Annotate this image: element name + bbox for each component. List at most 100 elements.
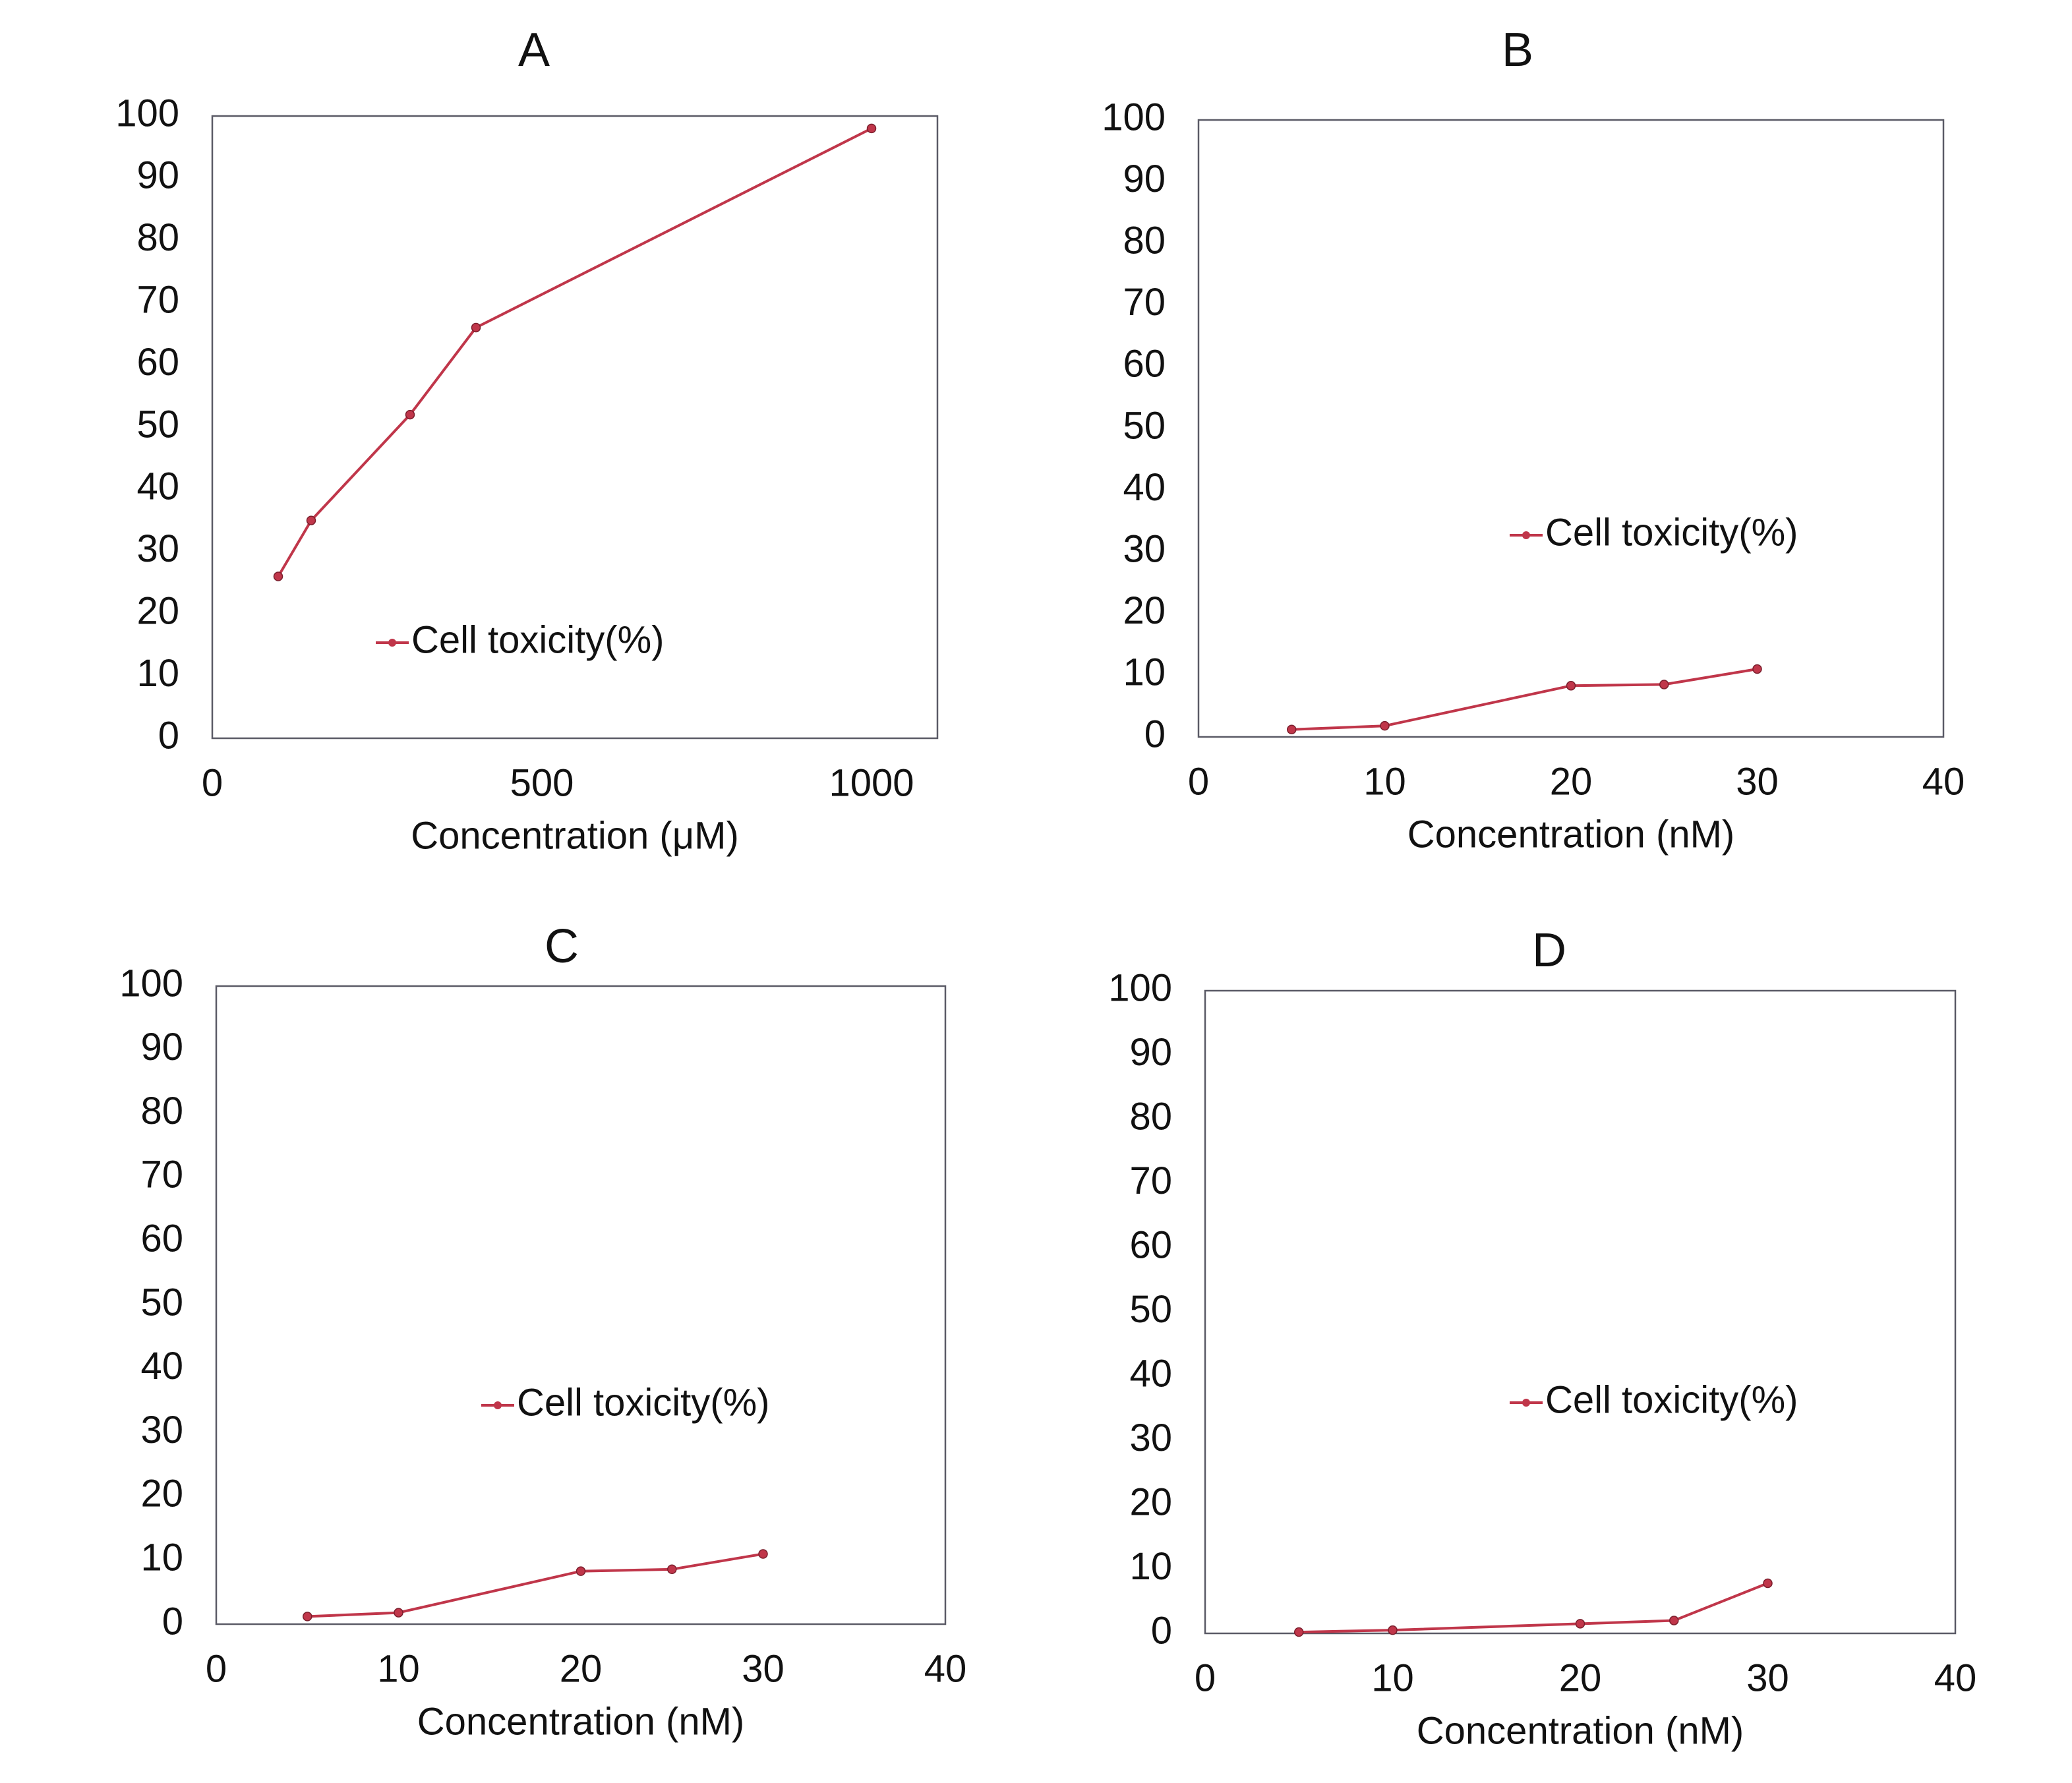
data-points (1294, 1578, 1773, 1637)
data-point (667, 1564, 677, 1575)
legend: Cell toxicity(%) (481, 1381, 770, 1424)
y-tick-label: 100 (115, 92, 179, 134)
x-tick-label: 1000 (829, 762, 914, 805)
panel-b: B 0 10 20 30 40 50 60 70 80 90 100 0 10 20 30 40 Conce… (1102, 24, 1965, 856)
y-tick-label: 30 (1123, 528, 1166, 571)
legend-label: Cell toxicity(%) (1545, 1378, 1798, 1421)
legend-point-marker (388, 639, 396, 647)
y-tick-label: 20 (140, 1473, 183, 1515)
x-tick-label: 30 (1746, 1657, 1789, 1700)
legend-point-marker (1522, 1399, 1530, 1407)
panel-title: D (1532, 924, 1566, 977)
x-tick-label: 0 (202, 762, 223, 805)
panel-d: D 0 10 20 30 40 50 60 70 80 90 100 0 10 20 30 40 Conce… (1108, 924, 1976, 1753)
plot-area (1197, 119, 1945, 738)
y-tick-label: 50 (136, 403, 179, 446)
y-tick-label: 60 (140, 1217, 183, 1260)
panel-c: C 0 10 20 30 40 50 60 70 80 90 100 0 10 20 30 40 Conce… (119, 920, 966, 1743)
panel-a: A 0 10 20 30 40 50 60 70 80 90 100 0 500 1000 Concen… (115, 24, 939, 858)
x-tick-label: 40 (1922, 761, 1965, 804)
data-points (273, 123, 877, 581)
data-point (1575, 1619, 1585, 1629)
y-tick-label: 0 (158, 714, 179, 757)
panel-title: A (518, 24, 550, 76)
y-tick-label: 60 (1123, 343, 1166, 386)
y-tick-label: 10 (1123, 651, 1166, 694)
y-tick-label: 70 (140, 1154, 183, 1196)
x-tick-label: 20 (560, 1648, 603, 1691)
x-axis-ticks: 0 10 20 30 40 (1188, 761, 1965, 804)
y-tick-label: 50 (1129, 1288, 1172, 1331)
data-point (1566, 681, 1576, 691)
x-tick-label: 10 (377, 1648, 420, 1691)
y-tick-label: 70 (136, 279, 179, 322)
data-point (1388, 1625, 1398, 1635)
x-tick-label: 0 (1195, 1657, 1216, 1700)
y-tick-label: 40 (1123, 466, 1166, 509)
x-tick-label: 10 (1363, 761, 1406, 804)
y-axis-ticks: 0 10 20 30 40 50 60 70 80 90 100 (1102, 96, 1166, 755)
x-tick-label: 10 (1371, 1657, 1414, 1700)
y-tick-label: 90 (140, 1026, 183, 1068)
y-tick-label: 100 (1108, 966, 1172, 1009)
y-tick-label: 80 (1123, 219, 1166, 262)
x-axis-title: Concentration (μM) (411, 815, 739, 858)
x-tick-label: 30 (742, 1648, 784, 1691)
data-point (1294, 1627, 1304, 1637)
y-tick-label: 60 (1129, 1223, 1172, 1266)
y-tick-label: 30 (1129, 1417, 1172, 1459)
x-tick-label: 40 (1934, 1657, 1977, 1700)
x-axis-title: Concentration (nM) (1417, 1710, 1744, 1753)
data-point (758, 1549, 768, 1559)
data-point (273, 571, 283, 581)
y-axis-ticks: 0 10 20 30 40 50 60 70 80 90 100 (115, 92, 179, 757)
y-tick-label: 100 (1102, 96, 1166, 138)
data-point (866, 123, 877, 134)
y-tick-label: 40 (1129, 1352, 1172, 1395)
y-tick-label: 0 (1151, 1609, 1172, 1652)
y-tick-label: 40 (140, 1345, 183, 1388)
y-tick-label: 90 (136, 154, 179, 197)
y-tick-label: 80 (140, 1090, 183, 1132)
y-tick-label: 80 (136, 216, 179, 259)
x-axis-ticks: 0 10 20 30 40 (206, 1648, 966, 1691)
x-axis-title: Concentration (nM) (417, 1701, 744, 1743)
plot-area (215, 985, 947, 1625)
x-axis-title: Concentration (nM) (1407, 813, 1734, 856)
y-tick-label: 20 (136, 590, 179, 633)
y-axis-ticks: 0 10 20 30 40 50 60 70 80 90 100 (1108, 966, 1172, 1652)
legend-label: Cell toxicity(%) (411, 618, 665, 661)
x-tick-label: 20 (1550, 761, 1593, 804)
y-tick-label: 20 (1129, 1480, 1172, 1523)
x-axis-ticks: 0 500 1000 (202, 762, 914, 805)
data-point (303, 1612, 312, 1622)
y-tick-label: 10 (136, 652, 179, 695)
x-axis-ticks: 0 10 20 30 40 (1195, 1657, 1976, 1700)
legend-label: Cell toxicity(%) (1545, 511, 1798, 554)
y-tick-label: 10 (1129, 1545, 1172, 1588)
x-tick-label: 0 (1188, 761, 1209, 804)
data-points (1287, 664, 1762, 735)
y-tick-label: 10 (140, 1536, 183, 1579)
x-tick-label: 40 (924, 1648, 967, 1691)
x-tick-label: 500 (510, 762, 574, 805)
data-point (1380, 720, 1390, 731)
x-tick-label: 0 (206, 1648, 227, 1691)
data-point (306, 515, 316, 525)
plot-area (1204, 989, 1957, 1635)
data-point (1669, 1616, 1679, 1625)
y-tick-label: 0 (162, 1600, 183, 1643)
data-points (303, 1549, 768, 1622)
legend: Cell toxicity(%) (1510, 1378, 1798, 1421)
data-point (1287, 724, 1297, 735)
legend-label: Cell toxicity(%) (517, 1381, 770, 1424)
y-tick-label: 80 (1129, 1095, 1172, 1138)
panel-title: C (545, 920, 579, 973)
plot-area (211, 115, 939, 740)
data-point (1763, 1578, 1773, 1589)
legend-point-marker (1522, 531, 1530, 539)
data-point (1659, 680, 1669, 689)
data-point (471, 322, 481, 333)
panel-title: B (1502, 24, 1533, 76)
y-tick-label: 100 (119, 962, 183, 1005)
